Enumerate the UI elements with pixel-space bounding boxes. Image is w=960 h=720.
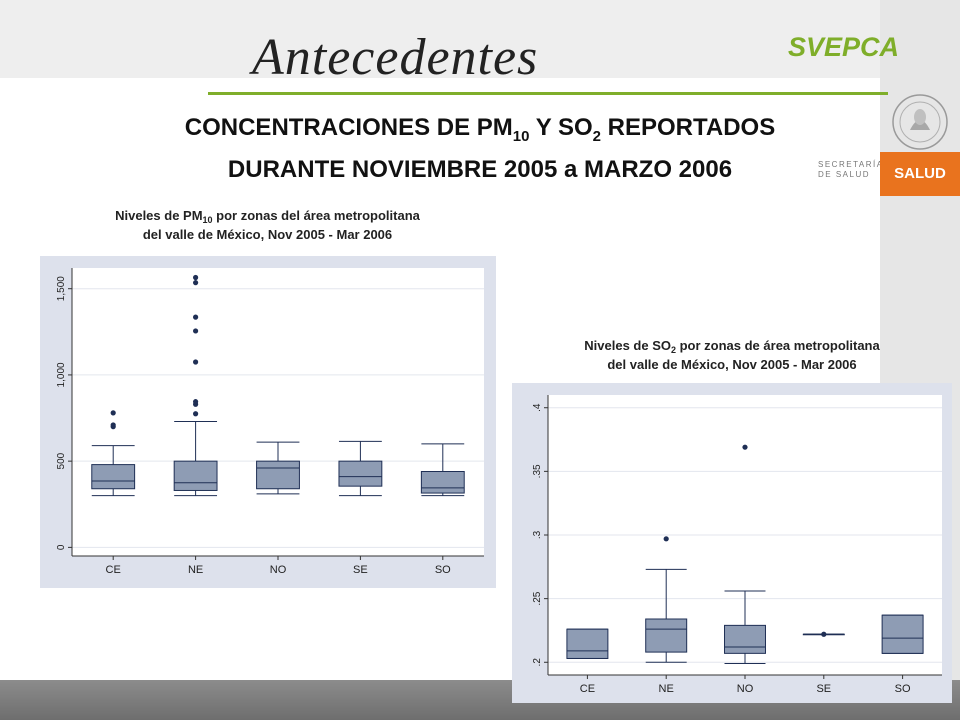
title-underline — [208, 92, 888, 95]
so2-outlier — [742, 444, 748, 450]
chart1-title-sub: 10 — [202, 215, 213, 225]
pm10-ytick-label: 500 — [56, 452, 67, 469]
chart2-title-a: Niveles de SO — [584, 338, 671, 353]
heading-text-c: REPORTADOS — [600, 114, 776, 141]
pm10-box — [338, 460, 383, 487]
so2-xtick-label: SO — [895, 683, 911, 695]
so2-ytick-label: .2 — [532, 658, 543, 667]
pm10-xtick-label: NE — [188, 564, 203, 576]
header-band — [0, 0, 880, 78]
brand-name: SVEPCA — [788, 32, 900, 62]
so2-box — [724, 624, 766, 654]
so2-box — [881, 614, 924, 654]
pm10-outlier — [110, 422, 116, 428]
so2-outlier — [663, 536, 669, 542]
heading-subscript-2: 2 — [592, 128, 601, 145]
pm10-plot-area — [72, 268, 484, 556]
pm10-box — [256, 460, 300, 490]
so2-ytick-label: .4 — [532, 403, 543, 412]
chart2-title-sub: 2 — [670, 345, 676, 355]
pm10-outlier — [193, 314, 199, 320]
pm10-xtick-label: CE — [106, 564, 121, 576]
pm10-outlier — [193, 328, 199, 334]
chart1-title-line2: del valle de México, Nov 2005 - Mar 2006 — [142, 227, 393, 242]
pm10-ytick-label: 0 — [56, 544, 67, 550]
secretaria-label: SECRETARÍA DE SALUD — [818, 160, 884, 180]
pm10-xtick-label: NO — [270, 564, 287, 576]
chart1-title-a: Niveles de PM — [115, 208, 203, 223]
pm10-outlier — [193, 274, 199, 281]
chart1-title: Niveles de PM10 por zonas del área metro… — [40, 207, 495, 243]
chart2-title: Niveles de SO2 por zonas de área metropo… — [512, 337, 952, 373]
pm10-outlier — [193, 280, 199, 286]
chart2-title-line2: del valle de México, Nov 2005 - Mar 2006 — [607, 357, 857, 372]
so2-box — [645, 618, 688, 653]
so2-xtick-label: CE — [580, 683, 595, 695]
so2-xtick-label: NO — [737, 683, 754, 695]
pm10-outlier — [193, 411, 199, 417]
pm10-outlier — [193, 399, 199, 405]
pm10-xtick-label: SE — [353, 564, 368, 576]
pm10-box — [173, 460, 218, 491]
heading-text-b: Y SO — [529, 114, 593, 141]
so2-xtick-label: SE — [816, 683, 831, 695]
chart1-title-b: por zonas del área metropolitana — [212, 208, 420, 223]
heading-subscript-10: 10 — [512, 128, 530, 145]
slide-title: Antecedentes — [252, 29, 539, 86]
chart2-title-b: por zonas de área metropolitana — [676, 338, 880, 353]
pm10-box — [91, 464, 136, 490]
pm10-xtick-label: SO — [435, 564, 451, 576]
secretaria-line1: SECRETARÍA — [818, 160, 884, 169]
salud-logo: SALUD — [880, 152, 960, 196]
pm10-outlier — [110, 410, 116, 416]
so2-ytick-label: .3 — [532, 530, 543, 539]
mexico-seal-icon — [892, 94, 948, 150]
heading-line-1: CONCENTRACIONES DE PM10 Y SO2 REPORTADOS — [60, 114, 900, 145]
pm10-ytick-label: 1,500 — [56, 276, 67, 301]
so2-ytick-label: .35 — [532, 464, 543, 478]
secretaria-line2: DE SALUD — [818, 170, 871, 179]
so2-outlier — [821, 631, 827, 637]
so2-boxplot: .2 .25 .3 .35 .4 CE NE NO SE SO — [512, 383, 952, 703]
pm10-box — [420, 470, 465, 494]
so2-box — [566, 628, 609, 659]
pm10-outlier — [193, 359, 199, 365]
so2-ytick-label: .25 — [532, 591, 543, 605]
pm10-ytick-label: 1,000 — [56, 362, 67, 387]
heading-line-2: DURANTE NOVIEMBRE 2005 a MARZO 2006 — [227, 156, 733, 183]
heading-text-a: CONCENTRACIONES DE PM — [184, 114, 513, 141]
pm10-boxplot: 0 500 1,000 1,500 CE NE NO SE SO — [40, 256, 496, 588]
so2-xtick-label: NE — [659, 683, 674, 695]
